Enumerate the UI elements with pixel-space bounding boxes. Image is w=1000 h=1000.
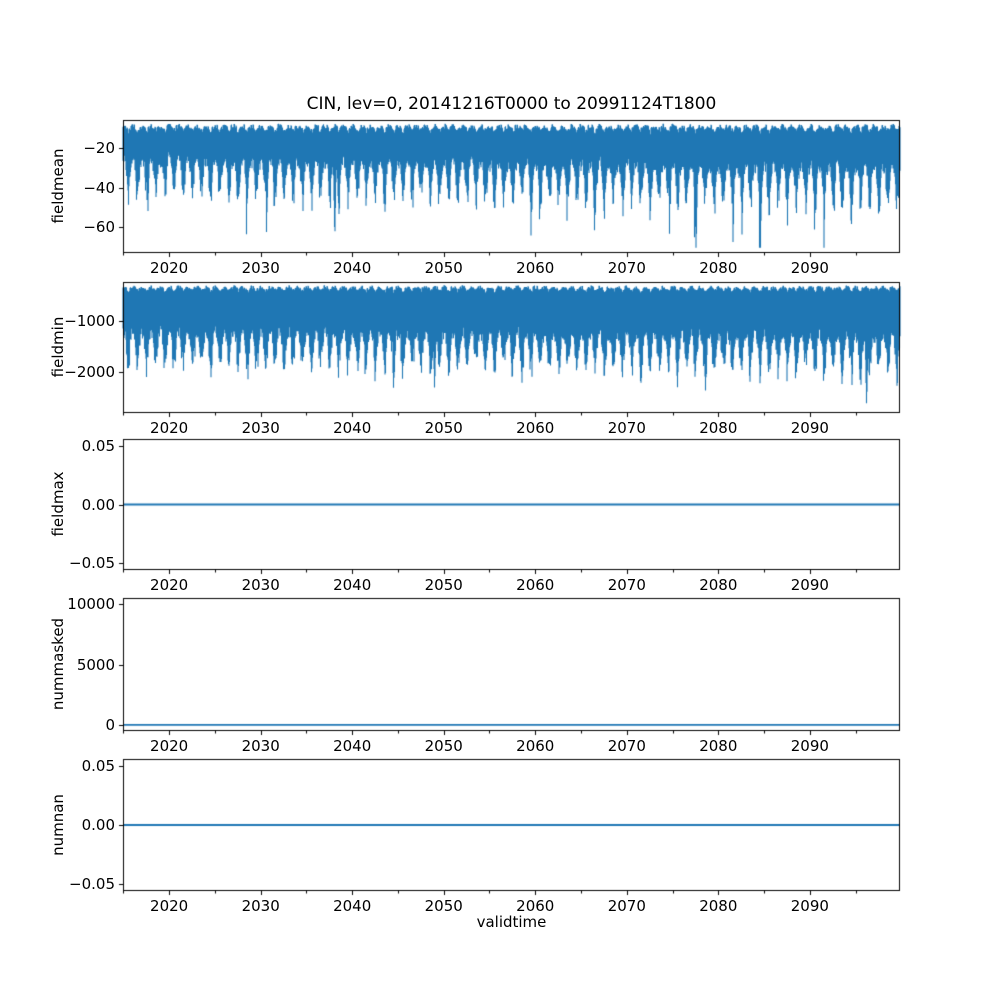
x-tick-label: 2030 bbox=[241, 259, 280, 277]
x-tick-label: 2050 bbox=[424, 737, 463, 755]
y-tick-label: −60 bbox=[83, 218, 115, 237]
x-tick-label: 2030 bbox=[241, 576, 280, 594]
x-tick-label: 2040 bbox=[333, 419, 372, 437]
y-tick-label: 0.00 bbox=[81, 495, 115, 514]
x-tick-label: 2020 bbox=[150, 897, 189, 915]
x-tick-label: 2070 bbox=[607, 259, 646, 277]
x-tick-label: 2060 bbox=[516, 419, 555, 437]
x-tick-label: 2060 bbox=[516, 576, 555, 594]
y-tick-label: −1000 bbox=[64, 312, 115, 331]
x-tick-label: 2030 bbox=[241, 897, 280, 915]
y-tick-label: 0.05 bbox=[81, 436, 115, 455]
x-tick-label: 2070 bbox=[607, 576, 646, 594]
y-tick-label: −20 bbox=[83, 139, 115, 158]
y-tick-label: −2000 bbox=[64, 362, 115, 381]
xlabel-validtime: validtime bbox=[476, 913, 547, 931]
x-tick-label: 2060 bbox=[516, 259, 555, 277]
x-tick-label: 2070 bbox=[607, 419, 646, 437]
x-tick-label: 2090 bbox=[790, 576, 829, 594]
x-tick-label: 2020 bbox=[150, 419, 189, 437]
x-tick-label: 2050 bbox=[424, 897, 463, 915]
x-tick-label: 2080 bbox=[699, 419, 738, 437]
x-tick-label: 2020 bbox=[150, 737, 189, 755]
x-tick-label: 2040 bbox=[333, 259, 372, 277]
y-tick-label: 10000 bbox=[67, 595, 115, 614]
y-tick-label: 0.00 bbox=[81, 816, 115, 834]
x-tick-label: 2050 bbox=[424, 259, 463, 277]
x-tick-label: 2060 bbox=[516, 897, 555, 915]
x-tick-label: 2080 bbox=[699, 897, 738, 915]
x-tick-label: 2070 bbox=[607, 737, 646, 755]
x-tick-label: 2090 bbox=[790, 737, 829, 755]
x-tick-label: 2040 bbox=[333, 737, 372, 755]
y-tick-label: 0.05 bbox=[81, 756, 115, 775]
x-tick-label: 2020 bbox=[150, 576, 189, 594]
x-tick-label: 2090 bbox=[790, 419, 829, 437]
y-tick-label: −40 bbox=[83, 178, 115, 197]
x-tick-label: 2080 bbox=[699, 576, 738, 594]
x-tick-label: 2090 bbox=[790, 259, 829, 277]
y-tick-label: 5000 bbox=[76, 655, 115, 674]
x-tick-label: 2070 bbox=[607, 897, 646, 915]
x-tick-label: 2030 bbox=[241, 737, 280, 755]
x-tick-label: 2030 bbox=[241, 419, 280, 437]
x-tick-label: 2040 bbox=[333, 576, 372, 594]
x-tick-label: 2080 bbox=[699, 737, 738, 755]
x-tick-label: 2020 bbox=[150, 259, 189, 277]
x-tick-label: 2040 bbox=[333, 897, 372, 915]
x-tick-label: 2050 bbox=[424, 576, 463, 594]
x-tick-label: 2090 bbox=[790, 897, 829, 915]
x-tick-label: 2050 bbox=[424, 419, 463, 437]
y-tick-label: −0.05 bbox=[69, 875, 115, 894]
x-tick-label: 2080 bbox=[699, 259, 738, 277]
y-tick-label: 0 bbox=[105, 715, 115, 734]
chart-title: CIN, lev=0, 20141216T0000 to 20991124T18… bbox=[306, 94, 717, 114]
y-tick-label: −0.05 bbox=[69, 554, 115, 573]
x-tick-label: 2060 bbox=[516, 737, 555, 755]
